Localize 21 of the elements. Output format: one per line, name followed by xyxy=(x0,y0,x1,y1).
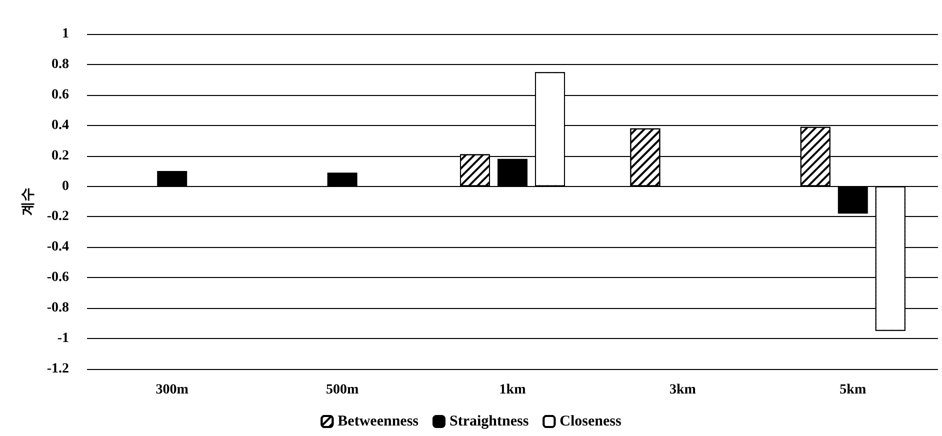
y-tick-label: 0.8 xyxy=(52,56,69,72)
y-tick-label: 0 xyxy=(62,178,69,194)
y-tick-label: 0.2 xyxy=(52,148,69,164)
y-tick-label: 1 xyxy=(62,26,69,42)
y-tick-label: -0.8 xyxy=(46,300,69,316)
x-tick-label: 5km xyxy=(840,382,866,398)
y-axis-title: 계수 xyxy=(20,188,36,216)
y-tick-label: -0.2 xyxy=(46,209,69,224)
y-tick-label: -0.4 xyxy=(46,240,69,255)
y-tick-label: -0.6 xyxy=(46,270,69,286)
y-tick-label: -1 xyxy=(57,331,69,346)
x-tick-label: 1km xyxy=(499,382,526,398)
y-tick-label: 0.6 xyxy=(52,87,69,102)
y-tick-label: -1.2 xyxy=(46,362,69,376)
legend-label: Betweenness xyxy=(338,414,419,430)
legend-label: Straightness xyxy=(449,414,529,430)
legend-label: Closeness xyxy=(560,414,622,430)
x-tick-label: 500m xyxy=(326,382,359,398)
y-tick-label: 0.4 xyxy=(52,118,69,133)
x-tick-label: 3km xyxy=(669,382,696,398)
x-tick-label: 300m xyxy=(156,382,189,398)
